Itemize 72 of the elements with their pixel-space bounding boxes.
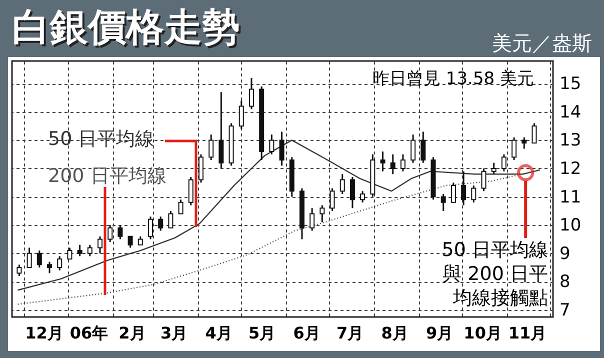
candlestick — [67, 246, 72, 260]
y-tick-label: 9 — [560, 244, 570, 264]
candlestick — [471, 184, 476, 204]
candlestick — [87, 244, 92, 257]
candlestick — [310, 207, 315, 232]
candlestick — [148, 216, 153, 240]
candlestick — [450, 182, 456, 204]
candlestick — [390, 154, 396, 175]
x-tick-label: 2月 — [118, 324, 146, 342]
candlestick — [522, 136, 527, 150]
candlestick — [168, 210, 174, 229]
candlestick — [77, 244, 82, 257]
y-tick-label: 13 — [560, 130, 582, 151]
candlestick — [198, 154, 204, 184]
text: 50 日平均線 — [48, 128, 154, 150]
y-tick-label: 11 — [560, 187, 582, 208]
candlestick — [380, 150, 386, 172]
x-tick-label: 9月 — [426, 324, 454, 342]
candlestick — [16, 264, 22, 277]
candlestick — [36, 250, 42, 268]
candlestick — [218, 91, 224, 170]
candlestick — [440, 193, 446, 212]
candlestick — [178, 198, 184, 214]
candlestick — [279, 130, 284, 166]
candlestick — [512, 136, 517, 161]
y-axis-title: 美元／盎斯 — [492, 30, 592, 57]
candlestick — [501, 154, 506, 172]
candlestick — [360, 190, 366, 204]
y-tick-label: 7 — [560, 300, 570, 320]
candlestick — [340, 173, 345, 195]
candlestick — [491, 162, 496, 175]
x-tick-label: 5月 — [248, 324, 276, 342]
candlestick — [481, 168, 486, 192]
candlestick — [248, 77, 254, 110]
y-tick-label: 15 — [560, 74, 582, 94]
candlestick — [269, 134, 274, 156]
y-tick-label: 10 — [560, 216, 582, 236]
x-tick-label: 8月 — [381, 324, 408, 342]
candlestick — [350, 176, 355, 209]
x-tick-label: 10月 — [464, 324, 502, 342]
candlestick — [128, 236, 133, 248]
y-tick-label: 14 — [560, 102, 582, 122]
y-tick-label: 12 — [560, 158, 582, 179]
candlestick — [410, 134, 416, 164]
y-tick-label: 8 — [560, 272, 570, 292]
candlestick — [26, 246, 32, 268]
text: 200 日平均線 — [48, 165, 166, 187]
candlestick — [238, 100, 244, 130]
candlestick — [208, 134, 214, 161]
candlestick — [57, 255, 62, 272]
chart-title: 白銀價格走勢 — [12, 4, 240, 51]
candlestick — [461, 170, 466, 206]
candlestick — [118, 224, 123, 240]
x-tick-label: 3月 — [160, 324, 188, 342]
candlestick — [47, 261, 52, 274]
candlestick — [108, 224, 113, 243]
x-tick-label: 06年 — [70, 324, 108, 342]
candlestick — [158, 216, 164, 232]
candlestick — [320, 204, 325, 223]
candlestick — [330, 188, 335, 212]
x-tick-label: 7月 — [336, 324, 364, 342]
x-tick-label: 11月 — [508, 324, 547, 342]
candlestick — [188, 176, 194, 206]
x-tick-label: 4月 — [205, 324, 232, 342]
candlestick — [400, 154, 406, 172]
annotation: 50 日平均線與 200 日平均線接觸點 — [442, 239, 548, 309]
x-tick-label: 12月 — [25, 324, 64, 342]
candlestick — [98, 236, 103, 254]
candlestick — [420, 130, 426, 164]
annotation: 昨日曾見 13.58 美元 — [372, 69, 534, 89]
x-tick-label: 6月 — [293, 324, 320, 342]
candlestick — [532, 122, 537, 144]
